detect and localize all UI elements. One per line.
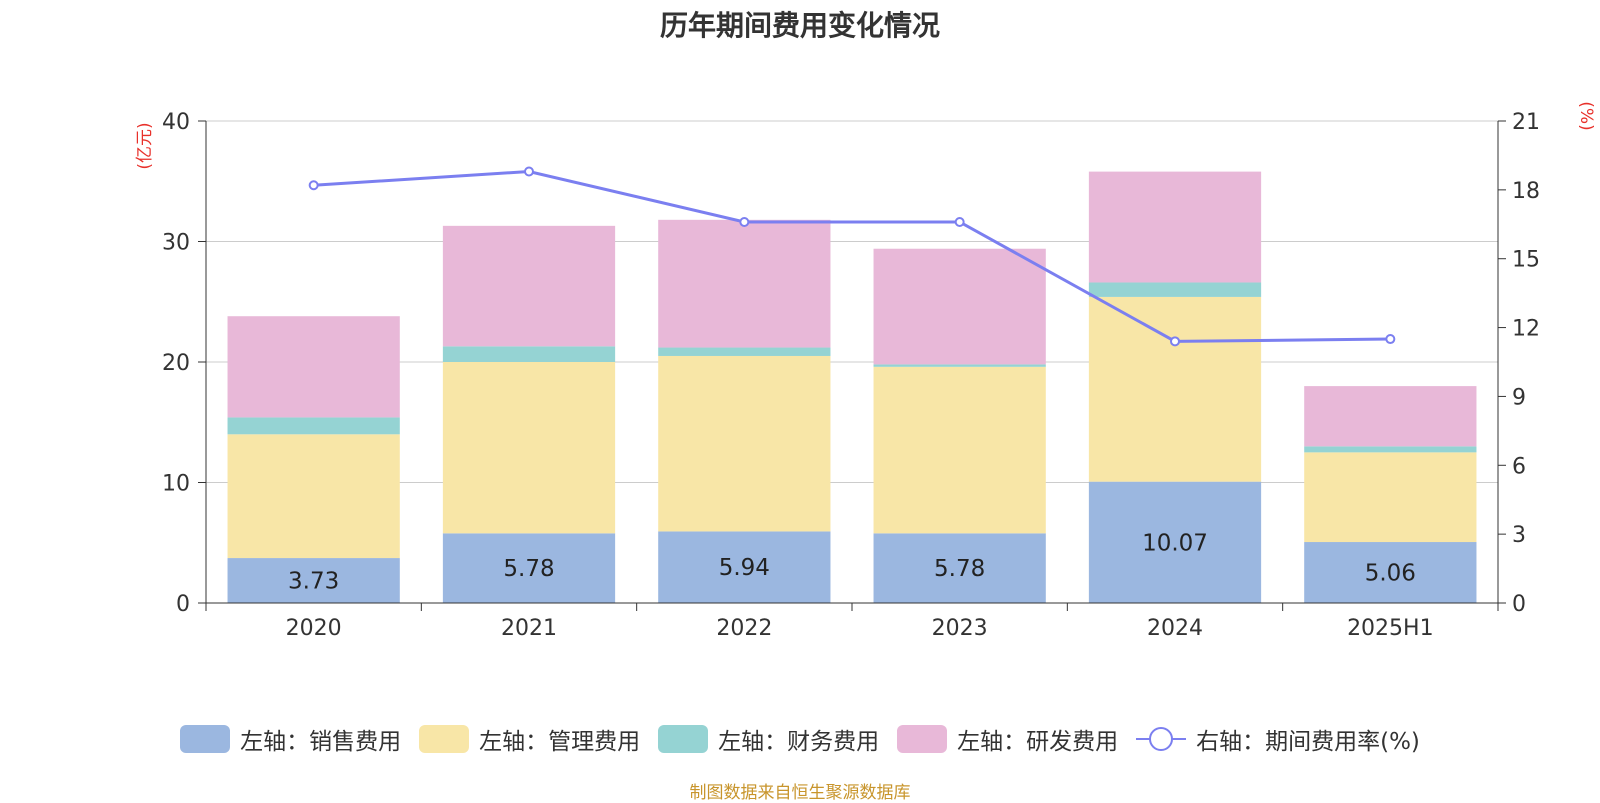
legend: 左轴：销售费用 左轴：管理费用 左轴：财务费用 左轴：研发费用 右轴：期间费用率… bbox=[0, 722, 1600, 756]
chart-title: 历年期间费用变化情况 bbox=[659, 9, 940, 42]
bar-data-label: 5.06 bbox=[1365, 561, 1416, 587]
x-axis-tick-label: 2022 bbox=[716, 616, 772, 641]
axes: 0 10 20 30 40 0 3 6 9 12 15 18 21 (亿元) (%) 2020 2021 2022… bbox=[135, 101, 1596, 641]
x-axis-tick-label: 2024 bbox=[1147, 616, 1203, 641]
bar-data-label: 3.73 bbox=[288, 569, 339, 595]
bar-segment bbox=[658, 531, 831, 603]
right-axis-tick-label: 9 bbox=[1512, 385, 1526, 410]
bar-segment bbox=[1088, 296, 1262, 482]
legend-swatch-admin bbox=[419, 725, 470, 753]
legend-label-finance: 左轴：财务费用 bbox=[718, 729, 880, 755]
left-axis-tick-label: 0 bbox=[176, 592, 190, 617]
x-axis-tick-label: 2023 bbox=[932, 616, 988, 641]
bar-segment bbox=[227, 558, 400, 603]
bar-segment bbox=[1304, 542, 1477, 603]
bar-segment bbox=[227, 434, 400, 559]
legend-swatch-rnd bbox=[897, 725, 948, 753]
rate-line-point bbox=[739, 216, 750, 227]
bar-segment bbox=[442, 225, 616, 347]
bar-segment bbox=[873, 248, 1046, 365]
bar-segment bbox=[442, 533, 616, 603]
right-axis-tick-label: 15 bbox=[1512, 248, 1540, 273]
bar-segment bbox=[227, 316, 400, 418]
bar-segment bbox=[1304, 446, 1477, 453]
legend-item-rate[interactable]: 右轴：期间费用率(%) bbox=[1136, 722, 1420, 756]
rate-line-point bbox=[308, 180, 319, 191]
legend-item-rnd[interactable]: 左轴：研发费用 bbox=[897, 722, 1118, 756]
bar-segment bbox=[658, 355, 831, 532]
left-axis-tick-label: 10 bbox=[162, 472, 190, 497]
legend-item-sales[interactable]: 左轴：销售费用 bbox=[180, 722, 401, 756]
x-axis-tick-label: 2025H1 bbox=[1347, 616, 1434, 641]
legend-item-admin[interactable]: 左轴：管理费用 bbox=[419, 722, 640, 756]
legend-label-sales: 左轴：销售费用 bbox=[240, 729, 402, 755]
bar-data-label: 5.94 bbox=[719, 555, 770, 581]
bar-segment bbox=[1088, 171, 1262, 283]
bar-data-label: 10.07 bbox=[1142, 530, 1208, 556]
legend-swatch-rate bbox=[1136, 727, 1187, 751]
bar-segment bbox=[658, 219, 831, 348]
legend-item-finance[interactable]: 左轴：财务费用 bbox=[658, 722, 879, 756]
rate-line-point bbox=[524, 166, 534, 177]
right-axis-tick-label: 3 bbox=[1512, 523, 1526, 548]
x-axis-tick-label: 2020 bbox=[286, 616, 342, 641]
left-axis-unit-label: (亿元) bbox=[135, 122, 155, 169]
left-axis-tick-label: 20 bbox=[162, 351, 190, 376]
source-note: 制图数据来自恒生聚源数据库 bbox=[689, 783, 911, 803]
right-axis-tick-label: 18 bbox=[1512, 179, 1540, 204]
bar-segment bbox=[658, 347, 831, 356]
bar-data-label: 5.78 bbox=[503, 556, 554, 582]
left-axis-tick-label: 40 bbox=[162, 110, 190, 135]
legend-swatch-sales bbox=[180, 725, 231, 753]
right-axis-tick-label: 12 bbox=[1512, 317, 1540, 342]
bar-segment bbox=[1304, 386, 1477, 447]
grid-lines bbox=[206, 120, 1498, 483]
right-axis-unit-label: (%) bbox=[1576, 101, 1596, 130]
bar-segment bbox=[442, 362, 616, 534]
rate-line-point bbox=[954, 216, 965, 227]
bar-segment bbox=[442, 346, 616, 362]
rate-line bbox=[308, 166, 1396, 347]
bar-segment bbox=[873, 533, 1046, 603]
legend-label-rate: 右轴：期间费用率(%) bbox=[1196, 729, 1420, 755]
bar-segment bbox=[1088, 481, 1262, 603]
bar-segment bbox=[1304, 452, 1477, 543]
rate-line-path bbox=[313, 169, 1391, 343]
bar-segment bbox=[873, 364, 1046, 367]
bar-segment bbox=[1088, 282, 1262, 297]
x-axis-tick-label: 2021 bbox=[501, 616, 557, 641]
legend-swatch-finance bbox=[658, 725, 709, 753]
bar-segment bbox=[873, 366, 1046, 534]
right-axis-tick-label: 21 bbox=[1512, 110, 1540, 135]
rate-line-point bbox=[1170, 336, 1180, 347]
bar-segment bbox=[227, 417, 400, 435]
right-axis-tick-label: 0 bbox=[1512, 592, 1526, 617]
bars bbox=[227, 171, 1477, 603]
left-axis-tick-label: 30 bbox=[162, 231, 190, 256]
legend-label-rnd: 左轴：研发费用 bbox=[957, 729, 1119, 755]
data-labels: 3.73 5.78 5.94 5.78 10.07 5.06 bbox=[288, 530, 1416, 594]
bar-data-label: 5.78 bbox=[934, 556, 985, 582]
right-axis-tick-label: 6 bbox=[1512, 454, 1526, 479]
rate-line-point bbox=[1385, 334, 1396, 345]
legend-label-admin: 左轴：管理费用 bbox=[479, 729, 641, 755]
